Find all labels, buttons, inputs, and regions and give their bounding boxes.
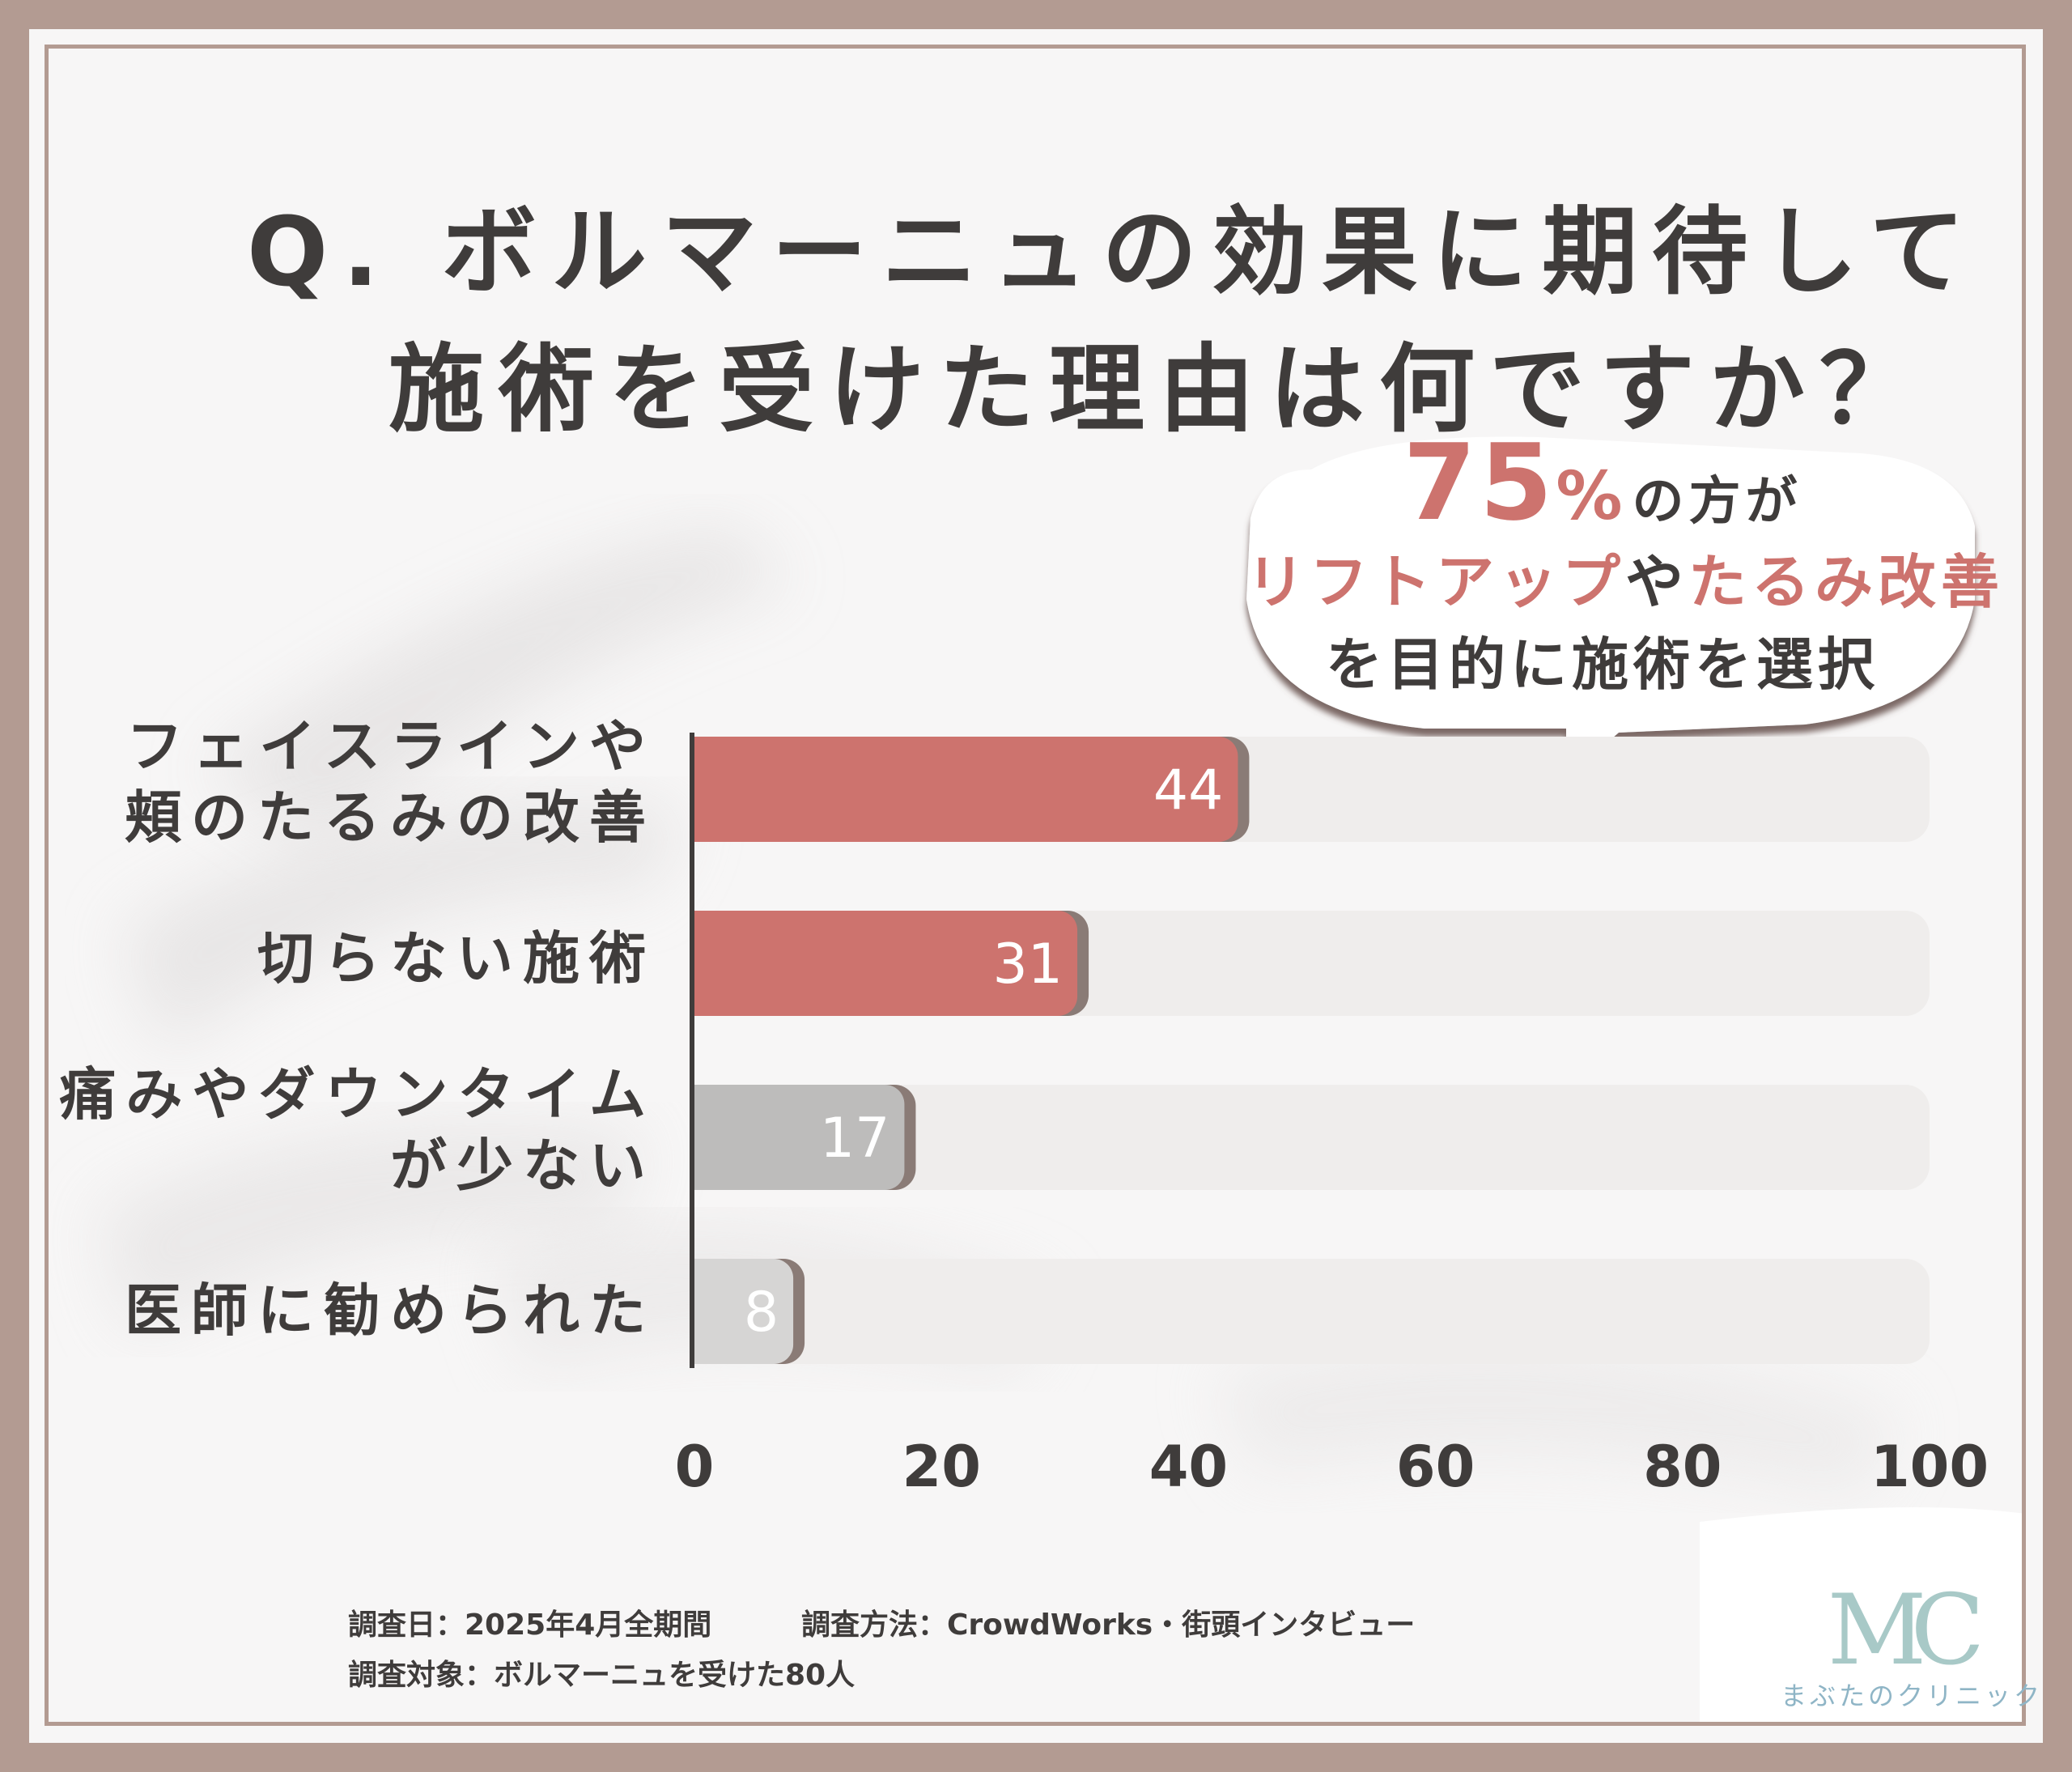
speech-bubble-shape [1246,436,1975,773]
callout-big-number: 75 [1403,421,1556,544]
category-label: 痛みやダウンタイム が少ない [59,1061,656,1199]
bar-value-label: 44 [1153,759,1224,822]
bar [694,1259,794,1364]
callout-line-2: リフトアップやたるみ改善 [1246,534,1999,619]
page-title-line-2: 施術を受けた理由は何ですか？ [388,334,1930,445]
bar-value-label: 8 [744,1281,779,1345]
callout-connector: や [1625,548,1689,616]
bar [694,1085,905,1190]
footnote-target: 調査対象：ボルマーニュを受けた80人 [348,1659,856,1692]
bar-left-edge [694,1085,719,1190]
category-label: 切らない施術 [257,925,656,992]
bar-track [694,1259,1930,1364]
logo-name: まぶたのクリニック [1781,1681,2044,1711]
x-tick-label: 80 [1643,1434,1722,1500]
footnote-date: 調査日：2025年4月全期間 [348,1608,712,1642]
bar-left-edge [694,911,719,1016]
callout-percent: % [1556,458,1628,535]
logo-mark: MC [1827,1574,1985,1687]
category-label: フェイスラインや 頬のたるみの改善 [125,713,656,851]
bar-left-edge [694,1259,719,1364]
page-title-line-1: Q. ボルマーニュの効果に期待して [247,196,1980,308]
bar-left-edge [694,737,719,842]
inner-border [45,45,2026,1726]
x-tick-label: 40 [1149,1434,1228,1500]
x-tick-label: 100 [1870,1434,1989,1500]
callout-line1-suffix: の方が [1632,472,1802,532]
bar [694,911,1078,1016]
clinic-logo: MC まぶたのクリニック [1781,1574,2044,1713]
y-axis-line [690,733,694,1368]
bar-track [694,1085,1930,1190]
callout-line-3: を目的に施術を選択 [1326,631,1879,698]
callout-highlight-lift: リフトアップ [1246,548,1626,616]
category-label: 医師に勧められた [125,1277,656,1344]
bar-value-label: 31 [993,933,1064,996]
footnote-method: 調査方法：CrowdWorks・街頭インタビュー [801,1608,1416,1642]
callout-highlight-sag: たるみ改善 [1688,548,2005,616]
bar-value-label: 17 [820,1107,890,1171]
x-tick-label: 0 [675,1434,715,1500]
bar [694,737,1238,842]
callout-line-1: 75%の方が [1246,421,1959,544]
x-tick-label: 60 [1396,1434,1475,1500]
x-tick-label: 20 [902,1434,980,1500]
